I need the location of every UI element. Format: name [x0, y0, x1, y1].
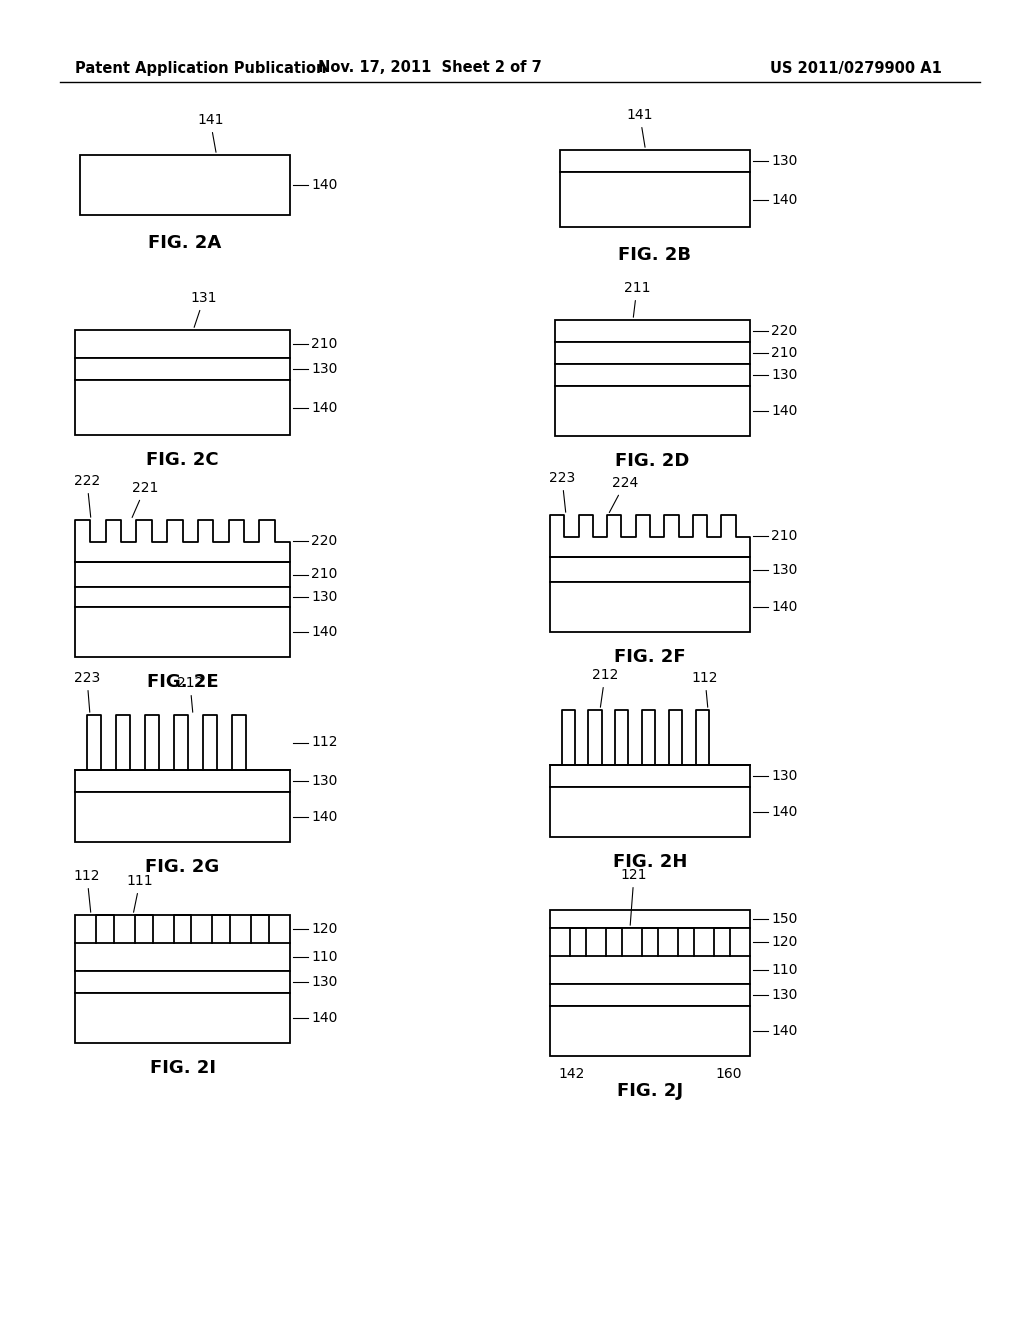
Text: 112: 112	[311, 735, 338, 750]
Text: 212: 212	[592, 668, 618, 708]
Text: 131: 131	[190, 290, 217, 327]
Text: FIG. 2J: FIG. 2J	[616, 1082, 683, 1100]
Text: 130: 130	[311, 774, 337, 788]
Text: 210: 210	[311, 337, 337, 351]
Text: FIG. 2I: FIG. 2I	[150, 1059, 215, 1077]
Text: 130: 130	[311, 362, 337, 376]
Bar	[75, 770, 290, 792]
Bar	[75, 587, 290, 607]
Text: 130: 130	[311, 975, 337, 989]
Text: 130: 130	[771, 562, 798, 577]
Bar	[550, 909, 750, 928]
Text: 140: 140	[311, 400, 337, 414]
Bar	[560, 172, 750, 227]
Bar	[75, 915, 290, 972]
Text: FIG. 2E: FIG. 2E	[146, 673, 218, 690]
Text: 222: 222	[74, 474, 100, 517]
Bar	[555, 319, 750, 342]
Text: FIG. 2H: FIG. 2H	[612, 853, 687, 871]
Bar	[550, 557, 750, 582]
Text: US 2011/0279900 A1: US 2011/0279900 A1	[770, 61, 942, 75]
Text: 111: 111	[127, 874, 154, 912]
Text: 220: 220	[771, 323, 798, 338]
Bar	[80, 154, 290, 215]
Bar	[75, 380, 290, 436]
Bar	[555, 385, 750, 436]
Text: 120: 120	[771, 935, 798, 949]
Text: Nov. 17, 2011  Sheet 2 of 7: Nov. 17, 2011 Sheet 2 of 7	[318, 61, 542, 75]
Bar	[75, 792, 290, 842]
Text: 160: 160	[716, 1067, 742, 1081]
Text: 130: 130	[771, 154, 798, 168]
Bar	[550, 787, 750, 837]
Text: 130: 130	[771, 368, 798, 381]
Bar	[555, 364, 750, 385]
Text: 150: 150	[771, 912, 798, 927]
Text: FIG. 2G: FIG. 2G	[145, 858, 219, 876]
Text: 142: 142	[558, 1067, 585, 1081]
Text: 140: 140	[771, 193, 798, 206]
Bar	[550, 1006, 750, 1056]
Bar	[75, 358, 290, 380]
Bar	[560, 150, 750, 172]
Bar	[75, 562, 290, 587]
Text: 120: 120	[311, 921, 337, 936]
Text: 210: 210	[771, 346, 798, 360]
Bar	[550, 928, 750, 983]
Text: 110: 110	[311, 950, 338, 964]
Text: 212: 212	[177, 676, 203, 713]
Text: 221: 221	[132, 480, 158, 517]
Text: 210: 210	[771, 529, 798, 543]
Bar	[555, 342, 750, 364]
Text: 141: 141	[197, 114, 223, 152]
Text: 140: 140	[771, 1024, 798, 1038]
Text: FIG. 2F: FIG. 2F	[614, 648, 686, 667]
Bar	[75, 972, 290, 993]
Text: FIG. 2C: FIG. 2C	[146, 451, 219, 469]
Text: 140: 140	[771, 404, 798, 418]
Text: 211: 211	[624, 281, 650, 317]
Text: 141: 141	[627, 108, 653, 148]
Text: FIG. 2B: FIG. 2B	[618, 246, 691, 264]
Text: 224: 224	[609, 477, 638, 512]
Text: Patent Application Publication: Patent Application Publication	[75, 61, 327, 75]
Text: 140: 140	[771, 601, 798, 614]
Text: 112: 112	[692, 671, 718, 708]
Bar	[550, 766, 750, 787]
Text: 130: 130	[311, 590, 337, 605]
Text: 223: 223	[549, 471, 575, 512]
Text: 223: 223	[74, 671, 100, 713]
Text: 140: 140	[311, 178, 337, 191]
Bar	[550, 582, 750, 632]
Text: 140: 140	[311, 810, 337, 824]
Bar	[75, 330, 290, 358]
Bar	[75, 993, 290, 1043]
Bar	[75, 607, 290, 657]
Bar	[550, 983, 750, 1006]
Text: 220: 220	[311, 535, 337, 548]
Text: 110: 110	[771, 964, 798, 977]
Text: FIG. 2A: FIG. 2A	[148, 234, 221, 252]
Text: 130: 130	[771, 987, 798, 1002]
Text: FIG. 2D: FIG. 2D	[615, 451, 690, 470]
Text: 140: 140	[311, 624, 337, 639]
Text: 140: 140	[771, 805, 798, 818]
Text: 210: 210	[311, 568, 337, 582]
Text: 121: 121	[621, 869, 647, 925]
Text: 112: 112	[74, 869, 100, 912]
Text: 140: 140	[311, 1011, 337, 1026]
Text: 130: 130	[771, 770, 798, 783]
